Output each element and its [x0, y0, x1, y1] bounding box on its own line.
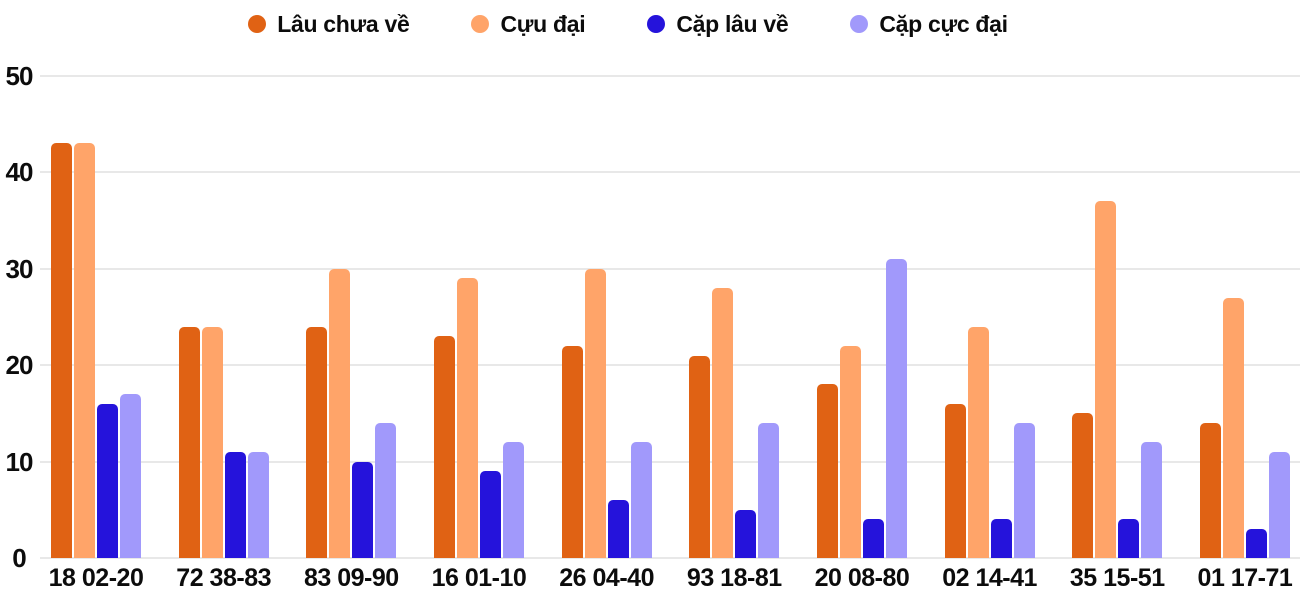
bar-group: 93 18-81: [687, 76, 782, 592]
bar: [1268, 451, 1290, 558]
gridline: [40, 460, 1300, 463]
x-axis-label: 72 38-83: [176, 564, 272, 592]
bar: [502, 442, 524, 558]
bar-group: 72 38-83: [176, 76, 272, 592]
bar: [1222, 297, 1244, 558]
bar: [990, 519, 1012, 558]
bar: [178, 326, 200, 558]
bar: [74, 143, 95, 558]
bar: [1095, 201, 1117, 558]
bar-group: 35 15-51: [1070, 76, 1165, 592]
gridline: [40, 75, 1300, 77]
plot-area: 18 02-20 72 38-83 83 09-90 16 01-10 26 04-40…: [40, 75, 1300, 592]
bar: [1013, 423, 1035, 558]
bar: [375, 423, 397, 558]
x-axis-label: 02 14-41: [942, 564, 1037, 592]
bar: [712, 288, 734, 558]
bar: [306, 326, 328, 558]
bar: [352, 461, 374, 558]
legend-item: Cặp lâu về: [647, 10, 789, 38]
bar: [329, 268, 351, 558]
bar: [561, 345, 583, 558]
bar: [584, 268, 606, 558]
x-axis-label: 01 17-71: [1197, 564, 1293, 592]
bar: [1118, 519, 1140, 558]
bar: [1141, 442, 1163, 558]
bar-group: 16 01-10: [432, 76, 527, 592]
x-axis-label: 26 04-40: [559, 564, 654, 592]
bar: [97, 403, 118, 558]
bar-group: 20 08-80: [815, 76, 910, 592]
x-axis-label: 20 08-80: [814, 564, 910, 592]
bar-group: 18 02-20: [49, 76, 144, 592]
legend-item: Cựu đại: [471, 10, 586, 38]
legend-label: Cựu đại: [500, 10, 586, 37]
bar-group: 26 04-40: [559, 76, 654, 592]
y-axis: 0 10 20 30 40 50: [0, 0, 38, 600]
bar: [201, 326, 223, 558]
bar: [862, 519, 884, 558]
legend: Lâu chưa về Cựu đại Cặp lâu về Cặp cực đại: [0, 9, 1256, 39]
bar: [885, 259, 907, 558]
x-axis-label: 35 15-51: [1069, 564, 1165, 592]
y-axis-label: 40: [5, 157, 34, 188]
bar: [247, 451, 269, 558]
bar: [224, 451, 246, 558]
bar: [1199, 423, 1221, 558]
gridline: [40, 267, 1300, 270]
x-axis-label: 83 09-90: [303, 564, 399, 592]
bar: [816, 384, 838, 558]
bar: [433, 336, 455, 558]
legend-swatch-icon: [850, 15, 869, 33]
gridline: [40, 557, 1300, 559]
x-axis-label: 16 01-10: [431, 564, 527, 592]
legend-label: Lâu chưa về: [277, 10, 410, 37]
y-axis-label: 50: [5, 61, 34, 91]
bar: [944, 403, 966, 558]
bar: [839, 345, 861, 558]
bar: [967, 326, 989, 558]
bar: [758, 423, 780, 558]
bar: [735, 509, 757, 558]
legend-label: Cặp cực đại: [879, 10, 1008, 37]
bar-group: 83 09-90: [304, 76, 399, 592]
y-axis-label: 20: [5, 350, 34, 381]
bar: [630, 442, 652, 558]
bar: [689, 355, 711, 558]
bar: [120, 394, 141, 558]
legend-item: Lâu chưa về: [248, 10, 410, 38]
bar: [607, 500, 629, 558]
bar: [51, 143, 72, 558]
legend-item: Cặp cực đại: [850, 10, 1008, 38]
legend-swatch-icon: [471, 15, 490, 33]
bar-group: 02 14-41: [942, 76, 1037, 592]
bar: [1245, 529, 1267, 558]
legend-swatch-icon: [248, 15, 267, 33]
y-axis-label: 30: [5, 253, 34, 284]
legend-swatch-icon: [647, 15, 666, 33]
x-axis-label: 93 18-81: [686, 564, 782, 592]
y-axis-label: 0: [12, 543, 26, 573]
gridline: [40, 171, 1300, 174]
bar: [479, 471, 501, 558]
x-axis-label: 18 02-20: [48, 564, 144, 592]
y-axis-label: 10: [5, 446, 34, 477]
gridline: [40, 364, 1300, 367]
bar: [456, 278, 478, 558]
bar: [1072, 413, 1094, 558]
legend-label: Cặp lâu về: [676, 10, 789, 37]
bar-group: 01 17-71: [1198, 76, 1293, 592]
